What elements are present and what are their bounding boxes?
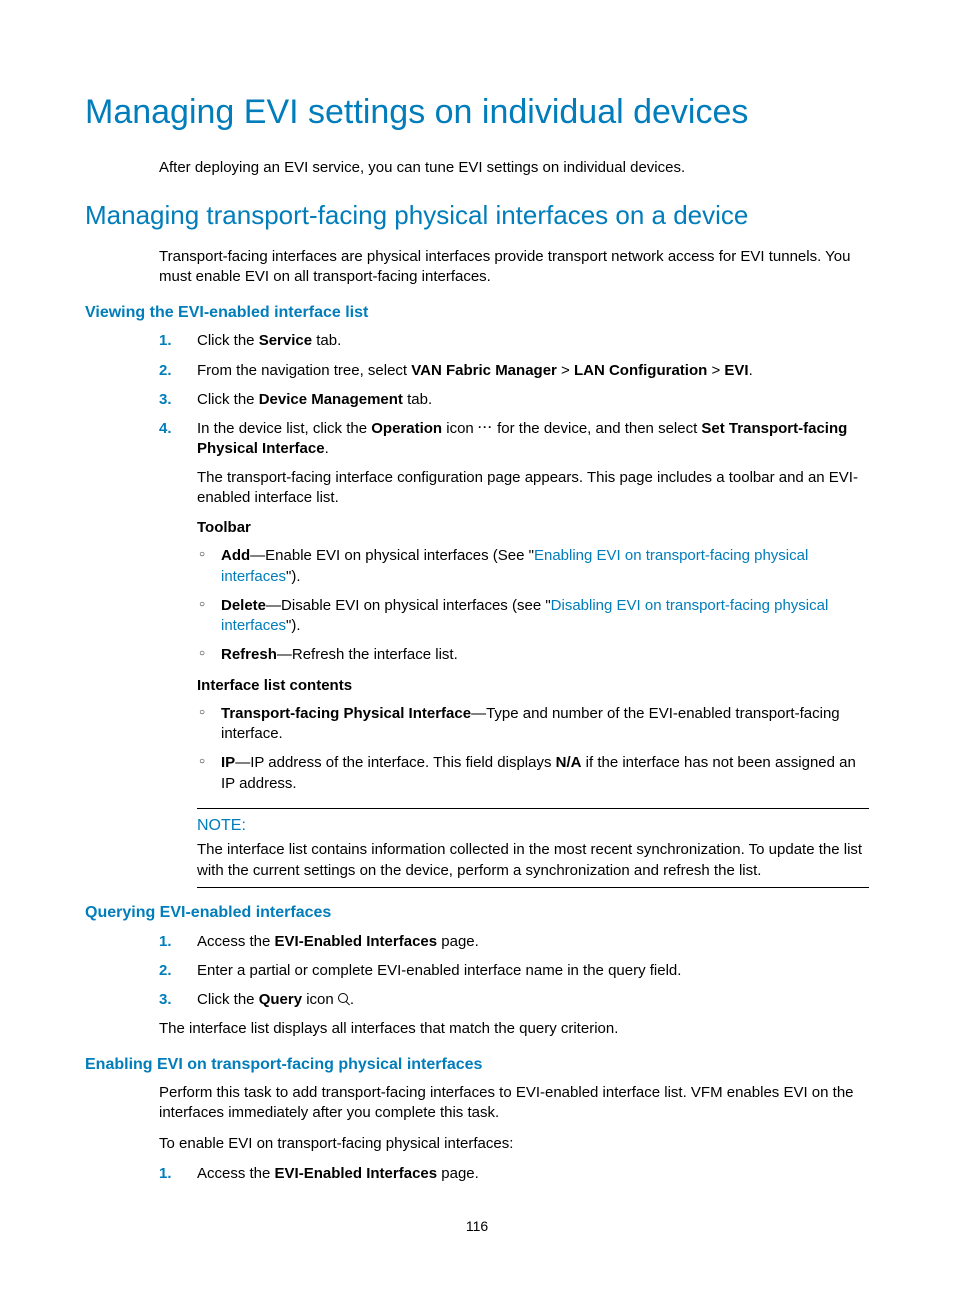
toolbar-block: Toolbar Add—Enable EVI on physical inter… — [197, 518, 869, 794]
note-label: NOTE: — [197, 815, 869, 837]
search-icon — [338, 993, 350, 1005]
step-number: 4. — [159, 419, 172, 439]
step-text: Enter a partial or complete EVI-enabled … — [197, 962, 681, 979]
list-item: 1. Access the EVI-Enabled Interfaces pag… — [159, 932, 869, 952]
ordered-list-enabling: 1. Access the EVI-Enabled Interfaces pag… — [85, 1164, 869, 1184]
subsection-heading-enabling: Enabling EVI on transport-facing physica… — [85, 1054, 869, 1076]
list-item: Refresh—Refresh the interface list. — [197, 645, 869, 665]
list-item: Add—Enable EVI on physical interfaces (S… — [197, 546, 869, 587]
list-item: 3. Click the Device Management tab. — [159, 390, 869, 410]
step-text: Access the EVI-Enabled Interfaces page. — [197, 933, 479, 950]
step-text: Click the Query icon . — [197, 991, 354, 1008]
ordered-list-viewing: 1. Click the Service tab. 2. From the na… — [85, 331, 869, 794]
list-item: Delete—Disable EVI on physical interface… — [197, 596, 869, 637]
step-number: 1. — [159, 331, 172, 351]
list-item: 1. Access the EVI-Enabled Interfaces pag… — [159, 1164, 869, 1184]
contents-label: Interface list contents — [197, 676, 869, 696]
step-text: Click the Device Management tab. — [197, 391, 432, 408]
step-text: In the device list, click the Operation … — [197, 420, 847, 457]
page-number: 116 — [0, 1217, 954, 1236]
list-item: 4. In the device list, click the Operati… — [159, 419, 869, 794]
step-number: 1. — [159, 932, 172, 952]
operation-icon: ··· — [478, 419, 493, 435]
step-description: The transport-facing interface configura… — [197, 468, 869, 509]
page-title: Managing EVI settings on individual devi… — [85, 90, 869, 136]
step-number: 1. — [159, 1164, 172, 1184]
note-text: The interface list contains information … — [197, 840, 869, 881]
querying-closing: The interface list displays all interfac… — [85, 1019, 869, 1039]
step-number: 2. — [159, 361, 172, 381]
ordered-list-querying: 1. Access the EVI-Enabled Interfaces pag… — [85, 932, 869, 1011]
enabling-p1: Perform this task to add transport-facin… — [85, 1083, 869, 1124]
section-intro: Transport-facing interfaces are physical… — [85, 247, 869, 288]
list-item: 2. Enter a partial or complete EVI-enabl… — [159, 961, 869, 981]
step-number: 3. — [159, 390, 172, 410]
section-heading: Managing transport-facing physical inter… — [85, 198, 869, 233]
toolbar-label: Toolbar — [197, 518, 869, 538]
note-box: NOTE: The interface list contains inform… — [197, 808, 869, 888]
list-item: 1. Click the Service tab. — [159, 331, 869, 351]
step-number: 3. — [159, 990, 172, 1010]
step-text: From the navigation tree, select VAN Fab… — [197, 362, 753, 379]
list-item: 2. From the navigation tree, select VAN … — [159, 361, 869, 381]
toolbar-list: Add—Enable EVI on physical interfaces (S… — [197, 546, 869, 665]
subsection-heading-viewing: Viewing the EVI-enabled interface list — [85, 302, 869, 324]
intro-paragraph: After deploying an EVI service, you can … — [85, 158, 869, 178]
list-item: IP—IP address of the interface. This fie… — [197, 753, 869, 794]
subsection-heading-querying: Querying EVI-enabled interfaces — [85, 902, 869, 924]
list-item: Transport-facing Physical Interface—Type… — [197, 704, 869, 745]
enabling-p2: To enable EVI on transport-facing physic… — [85, 1134, 869, 1154]
step-text: Access the EVI-Enabled Interfaces page. — [197, 1165, 479, 1182]
step-number: 2. — [159, 961, 172, 981]
step-text: Click the Service tab. — [197, 332, 341, 349]
contents-list: Transport-facing Physical Interface—Type… — [197, 704, 869, 794]
list-item: 3. Click the Query icon . — [159, 990, 869, 1010]
document-page: Managing EVI settings on individual devi… — [0, 0, 954, 1184]
